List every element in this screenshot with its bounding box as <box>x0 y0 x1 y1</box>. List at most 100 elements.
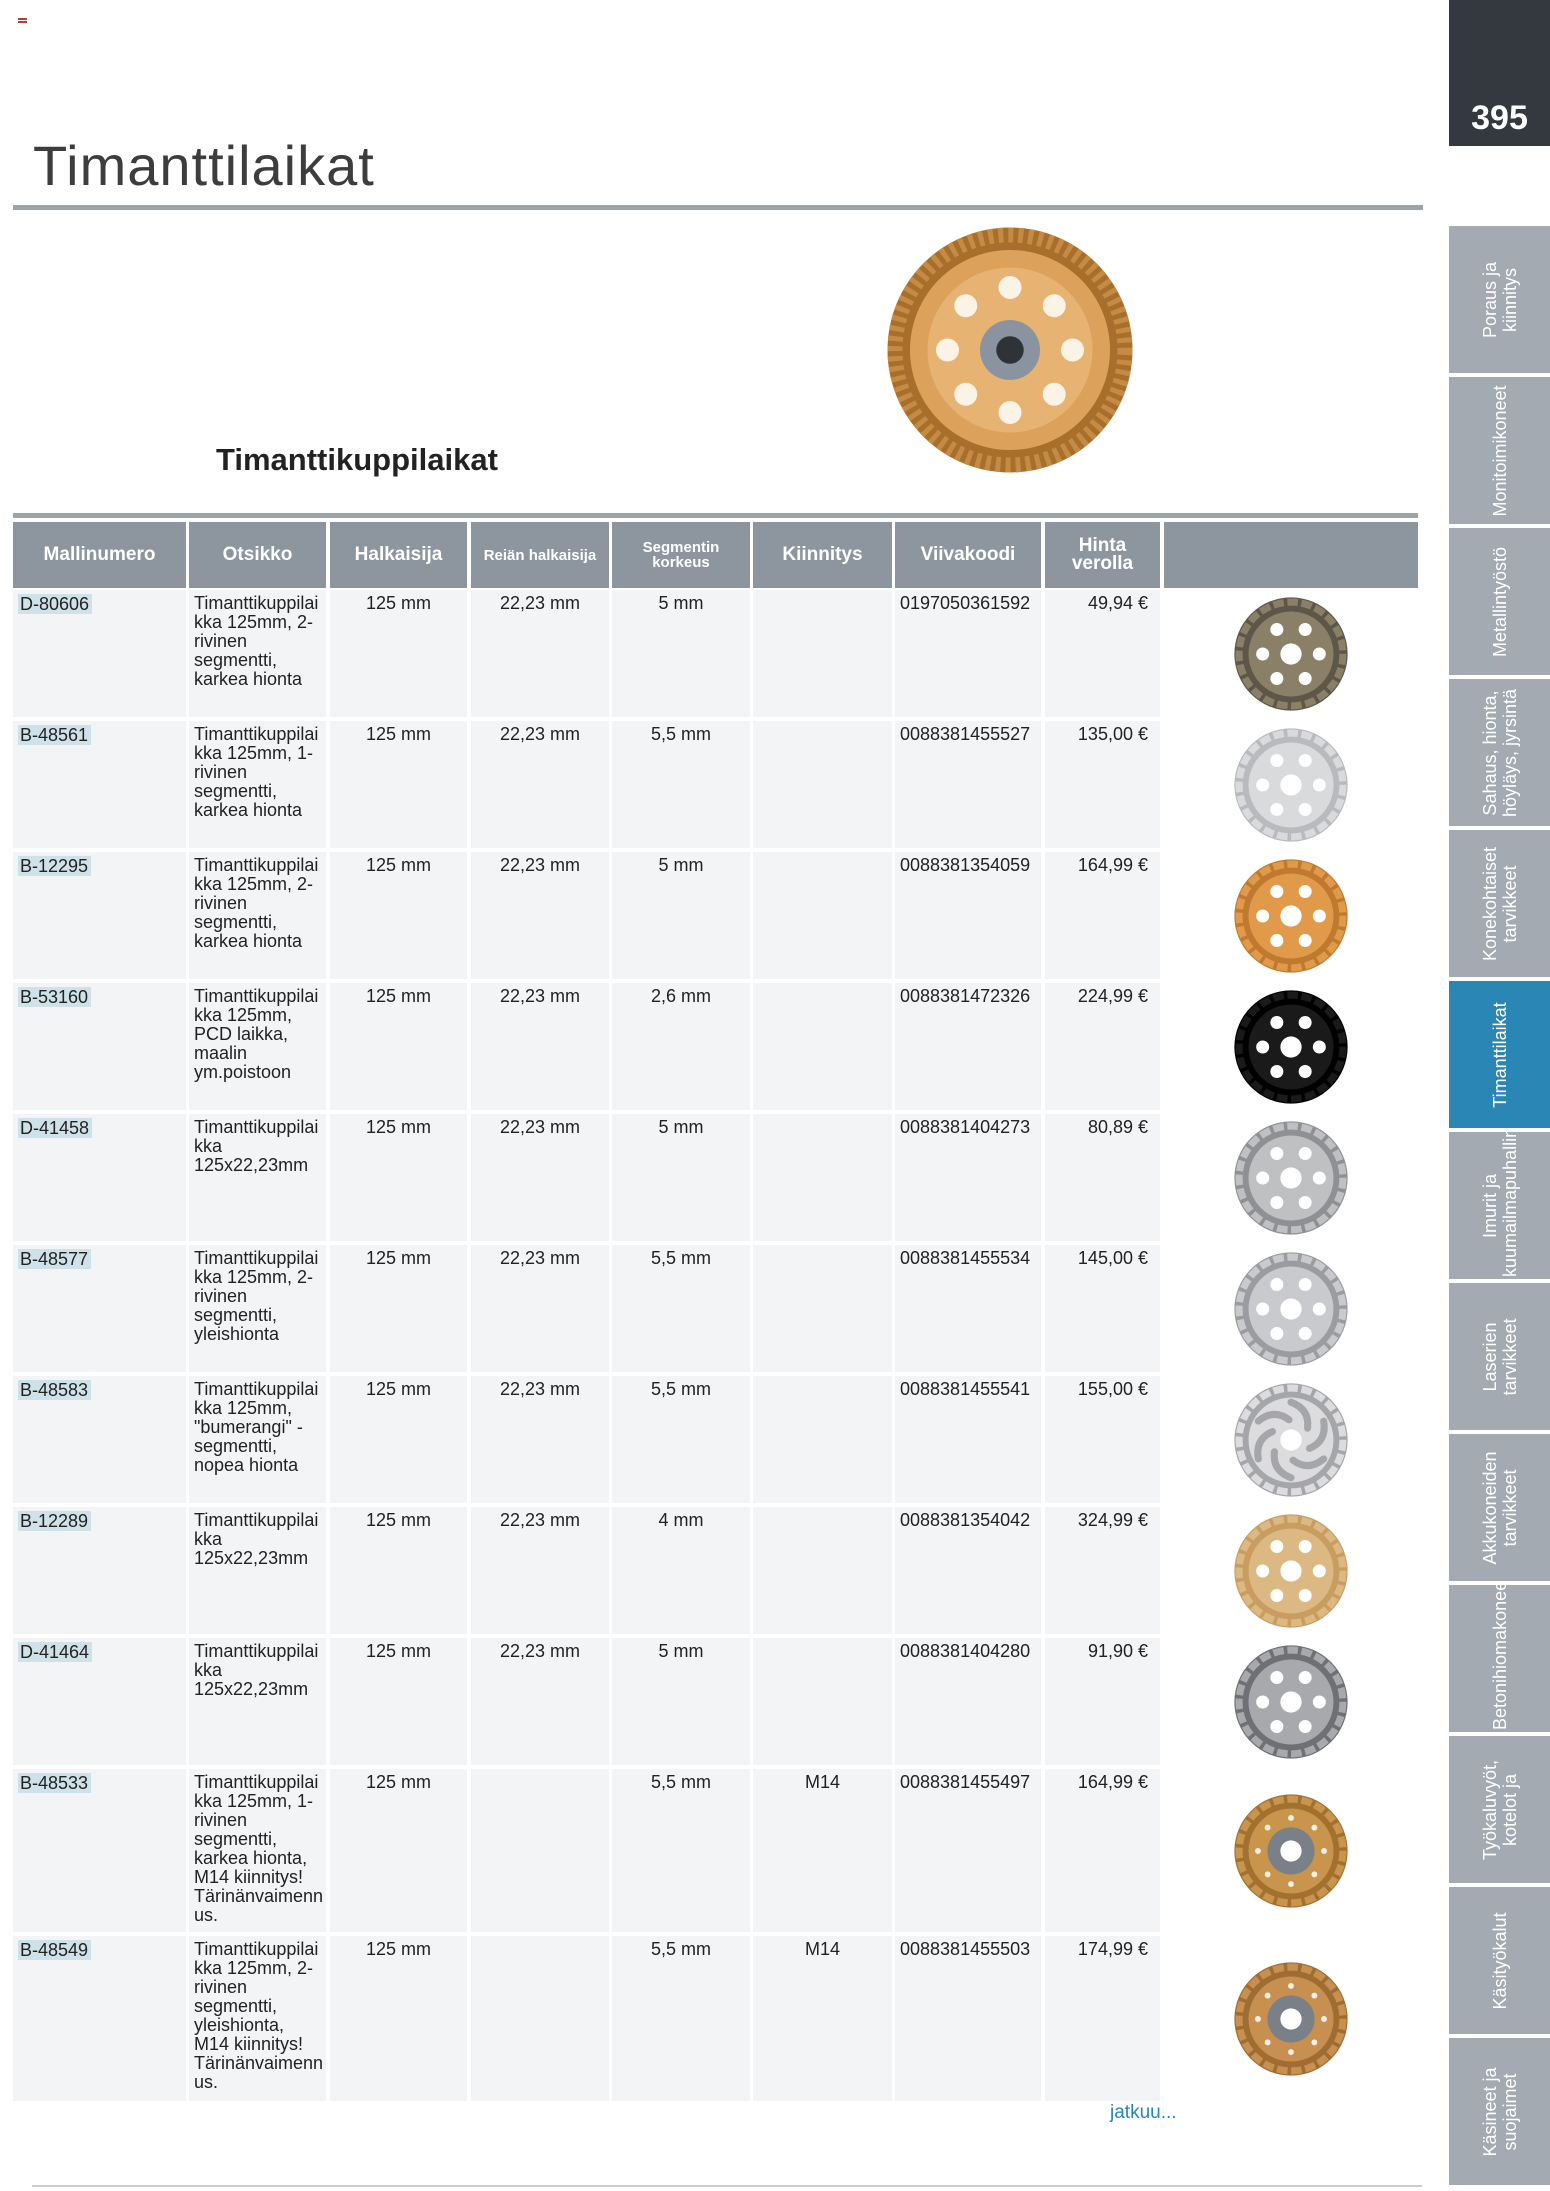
model-number[interactable]: B-12295 <box>18 856 92 876</box>
model-number-cell: B-48577 <box>13 1245 186 1372</box>
diameter-cell: 125 mm <box>330 1638 467 1765</box>
bore-diameter-cell: 22,23 mm <box>471 590 609 717</box>
nav-tab[interactable]: Poraus ja kiinnitys <box>1449 226 1550 373</box>
nav-tab[interactable]: Monitoimikoneet <box>1449 377 1550 524</box>
product-image-cell <box>1164 590 1418 717</box>
nav-tab[interactable]: Timanttilaikat <box>1449 981 1550 1128</box>
nav-tab[interactable]: Akkukoneiden tarvikkeet <box>1449 1434 1550 1581</box>
diameter-cell: 125 mm <box>330 1507 467 1634</box>
model-number[interactable]: D-41464 <box>18 1642 93 1662</box>
diameter-cell: 125 mm <box>330 983 467 1110</box>
model-number[interactable]: B-48561 <box>18 725 92 745</box>
header-image <box>1164 522 1418 588</box>
nav-tab[interactable]: Betonihiomakoneet <box>1449 1585 1550 1732</box>
model-number-cell: B-48549 <box>13 1936 186 2101</box>
barcode-cell: 0088381354059 <box>895 852 1041 979</box>
product-title: Timanttikuppilai kka 125mm, "bumerangi" … <box>194 1379 319 1475</box>
model-number[interactable]: B-48533 <box>18 1773 92 1793</box>
section-title: Timanttikuppilaikat <box>216 442 498 477</box>
product-title: Timanttikuppilai kka 125mm, PCD laikka, … <box>194 986 319 1082</box>
model-number[interactable]: B-48549 <box>18 1940 92 1960</box>
barcode: 0088381354042 <box>900 1510 1031 1530</box>
segment-height-cell: 5 mm <box>612 1638 750 1765</box>
nav-tab-label: Työkaluvyöt, kotelot ja <box>1479 1759 1520 1860</box>
bore-diameter-cell: 22,23 mm <box>471 983 609 1110</box>
model-number[interactable]: D-80606 <box>18 594 93 614</box>
table-row: D-41464 Timanttikuppilai kka 125x22,23mm 1… <box>13 1638 1418 1765</box>
segment-height: 5 mm <box>658 1117 704 1137</box>
model-number[interactable]: B-53160 <box>18 987 92 1007</box>
price: 145,00 € <box>1077 1248 1148 1268</box>
nav-tab-label: Sahaus, hionta, höyläys, jyrsintä <box>1479 688 1520 817</box>
mount-type-cell <box>753 1638 892 1765</box>
product-image-cell <box>1164 1638 1418 1765</box>
price: 324,99 € <box>1077 1510 1148 1530</box>
model-number-cell: B-12295 <box>13 852 186 979</box>
nav-tab-label: Betonihiomakoneet <box>1489 1585 1510 1730</box>
mount-type-cell: M14 <box>753 1936 892 2101</box>
product-image-cell <box>1164 1936 1418 2101</box>
product-title: Timanttikuppilai kka 125x22,23mm <box>194 1641 319 1699</box>
table-row: D-41458 Timanttikuppilai kka 125x22,23mm 1… <box>13 1114 1418 1241</box>
bore-diameter: 22,23 mm <box>499 1379 581 1399</box>
model-number[interactable]: B-48583 <box>18 1380 92 1400</box>
nav-tab[interactable]: Laserien tarvikkeet <box>1449 1283 1550 1430</box>
nav-tab[interactable]: Käsineet ja suojaimet <box>1449 2038 1550 2185</box>
diameter: 125 mm <box>365 1248 432 1268</box>
product-title-cell: Timanttikuppilai kka 125mm, PCD laikka, … <box>189 983 326 1110</box>
nav-tab[interactable]: Työkaluvyöt, kotelot ja <box>1449 1736 1550 1883</box>
table-row: B-53160 Timanttikuppilai kka 125mm, PCD l… <box>13 983 1418 1110</box>
diameter: 125 mm <box>365 855 432 875</box>
bore-diameter-cell <box>471 1936 609 2101</box>
price: 174,99 € <box>1077 1939 1148 1959</box>
hero-disc-image <box>887 227 1133 473</box>
product-title-cell: Timanttikuppilai kka 125mm, 1-rivinen se… <box>189 721 326 848</box>
nav-tab[interactable]: Metallintyöstö <box>1449 528 1550 675</box>
nav-tab[interactable]: Konekohtaiset tarvikkeet <box>1449 830 1550 977</box>
disc-image <box>1234 1793 1348 1908</box>
product-title: Timanttikuppilai kka 125mm, 2-rivinen se… <box>194 855 319 951</box>
table-row: B-12295 Timanttikuppilai kka 125mm, 2-riv… <box>13 852 1418 979</box>
nav-tab[interactable]: Sahaus, hionta, höyläys, jyrsintä <box>1449 679 1550 826</box>
disc-image <box>1234 596 1348 711</box>
barcode: 0088381455503 <box>900 1939 1031 1959</box>
nav-tab-label: Käsineet ja suojaimet <box>1479 2066 1520 2157</box>
model-number-cell: B-48533 <box>13 1769 186 1932</box>
segment-height: 2,6 mm <box>650 986 711 1006</box>
product-title: Timanttikuppilai kka 125mm, 1-rivinen se… <box>194 724 319 820</box>
barcode-cell: 0088381404273 <box>895 1114 1041 1241</box>
diameter-cell: 125 mm <box>330 721 467 848</box>
diameter: 125 mm <box>365 986 432 1006</box>
mount-type-cell <box>753 1245 892 1372</box>
model-number-cell: B-53160 <box>13 983 186 1110</box>
model-number-cell: D-41464 <box>13 1638 186 1765</box>
disc-image <box>1234 1961 1348 2076</box>
model-number[interactable]: D-41458 <box>18 1118 93 1138</box>
nav-tab-label: Metallintyöstö <box>1489 546 1510 657</box>
barcode-cell: 0088381455541 <box>895 1376 1041 1503</box>
price-cell: 145,00 € <box>1045 1245 1160 1372</box>
diameter-cell: 125 mm <box>330 1245 467 1372</box>
mount-type: M14 <box>804 1939 840 1959</box>
bore-diameter-cell: 22,23 mm <box>471 721 609 848</box>
model-number[interactable]: B-12289 <box>18 1511 92 1531</box>
model-number[interactable]: B-48577 <box>18 1249 92 1269</box>
mount-type-cell <box>753 1114 892 1241</box>
nav-tab[interactable]: Käsityökalut <box>1449 1887 1550 2034</box>
product-title: Timanttikuppilai kka 125x22,23mm <box>194 1117 319 1175</box>
segment-height: 5,5 mm <box>650 1379 711 1399</box>
bore-diameter-cell: 22,23 mm <box>471 1507 609 1634</box>
continued-link[interactable]: jatkuu... <box>1110 2102 1177 2123</box>
nav-tab[interactable]: Imurit ja kuumailmapuhallin <box>1449 1132 1550 1279</box>
table-row: B-48577 Timanttikuppilai kka 125mm, 2-riv… <box>13 1245 1418 1372</box>
section-nav: Poraus ja kiinnitys Monitoimikoneet Metall… <box>1449 226 1550 2189</box>
price: 49,94 € <box>1087 593 1148 613</box>
disc-image <box>1234 1644 1348 1759</box>
price: 91,90 € <box>1087 1641 1148 1661</box>
barcode-cell: 0088381354042 <box>895 1507 1041 1634</box>
nav-tab-label: Konekohtaiset tarvikkeet <box>1479 846 1520 961</box>
header-barcode: Viivakoodi <box>895 522 1041 588</box>
product-title-cell: Timanttikuppilai kka 125mm, 2-rivinen se… <box>189 852 326 979</box>
product-title-cell: Timanttikuppilai kka 125mm, 2-rivinen se… <box>189 1245 326 1372</box>
segment-height: 5,5 mm <box>650 1939 711 1959</box>
